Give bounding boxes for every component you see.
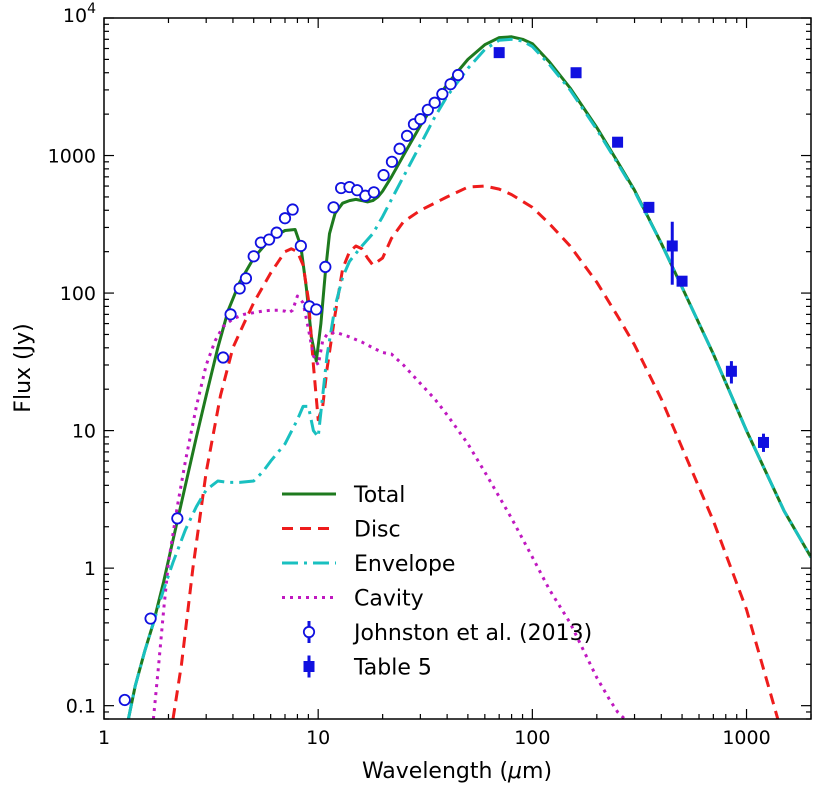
legend-label: Table 5 xyxy=(353,656,432,681)
plot-area-background xyxy=(104,18,811,719)
y-tick-label: 10 xyxy=(72,421,96,443)
legend: Total Disc Envelope Cavity Johnston et al. (… xyxy=(282,483,592,681)
johnston-data-point xyxy=(400,129,414,142)
y-tick-label: 0.1 xyxy=(66,696,96,718)
legend-swatch-table5 xyxy=(303,661,315,672)
table5-data-point xyxy=(676,275,688,287)
johnston-data-point xyxy=(377,169,390,182)
johnston-data-point xyxy=(385,155,399,168)
x-axis-title-mu: μ xyxy=(507,759,522,784)
johnston-data-point xyxy=(436,87,449,101)
y-tick-label-base: 10 xyxy=(63,5,87,27)
johnston-data-point xyxy=(319,260,332,273)
johnston-data-point xyxy=(421,103,434,116)
series-disc-line xyxy=(171,184,780,719)
y-tick-label: 100 xyxy=(60,283,96,305)
johnston-data-point xyxy=(270,226,283,239)
johnston-data-point xyxy=(393,142,406,155)
johnston-data-point xyxy=(233,282,246,295)
legend-label: Disc xyxy=(354,518,401,543)
table5-data-point xyxy=(666,240,678,252)
johnston-data-point xyxy=(262,233,276,246)
legend-label: Envelope xyxy=(354,552,455,577)
johnston-data-point xyxy=(451,68,465,82)
table5-data-point xyxy=(570,67,582,79)
johnston-data-point xyxy=(327,201,340,214)
y-tick-label: 1000 xyxy=(48,146,96,168)
johnston-data-point xyxy=(428,96,441,109)
x-tick-label: 1000 xyxy=(722,727,770,749)
johnston-data-point xyxy=(278,212,292,225)
johnston-data-point xyxy=(286,203,299,216)
y-tick-label-exponent: 4 xyxy=(87,1,96,17)
x-tick-label: 10 xyxy=(306,727,330,749)
y-axis-title: Flux (Jy) xyxy=(11,323,36,412)
plot-frame xyxy=(103,17,812,720)
legend-swatch-johnston xyxy=(302,625,316,639)
johnston-data-point xyxy=(217,351,230,364)
table5-data-point xyxy=(643,201,655,213)
legend-label: Johnston et al. (2013) xyxy=(352,621,592,646)
axis-ticks xyxy=(103,17,812,720)
model-curves xyxy=(126,35,811,719)
johnston-data-point xyxy=(247,250,260,263)
johnston-data-point xyxy=(239,272,253,285)
table5-data-point xyxy=(612,136,624,148)
johnston-data-point xyxy=(444,78,457,91)
y-tick-label: 1 xyxy=(84,558,96,580)
johnston-data-point xyxy=(294,239,307,253)
x-axis-title: Wavelength (μm) xyxy=(362,759,552,784)
johnston-data-point xyxy=(224,308,237,321)
x-axis-title-main: Wavelength ( xyxy=(362,759,508,784)
johnston-data-point xyxy=(367,186,380,199)
series-envelope-line xyxy=(126,37,811,719)
johnston-data-point xyxy=(118,693,131,707)
johnston-data-point xyxy=(414,113,427,126)
table5-data-point xyxy=(757,436,769,448)
legend-label: Cavity xyxy=(354,587,424,612)
x-tick-label: 1 xyxy=(98,727,110,749)
legend-label: Total xyxy=(353,483,405,508)
x-tick-label: 100 xyxy=(514,727,550,749)
data-points xyxy=(118,47,769,707)
johnston-data-point xyxy=(144,612,157,625)
johnston-data-point xyxy=(310,303,323,316)
x-axis-title-tail: m) xyxy=(522,759,552,784)
y-tick-label: 104 xyxy=(63,1,96,27)
johnston-data-point xyxy=(171,512,184,525)
table5-data-point xyxy=(493,47,505,59)
johnston-data-point xyxy=(351,184,364,197)
table5-data-point xyxy=(725,365,737,377)
